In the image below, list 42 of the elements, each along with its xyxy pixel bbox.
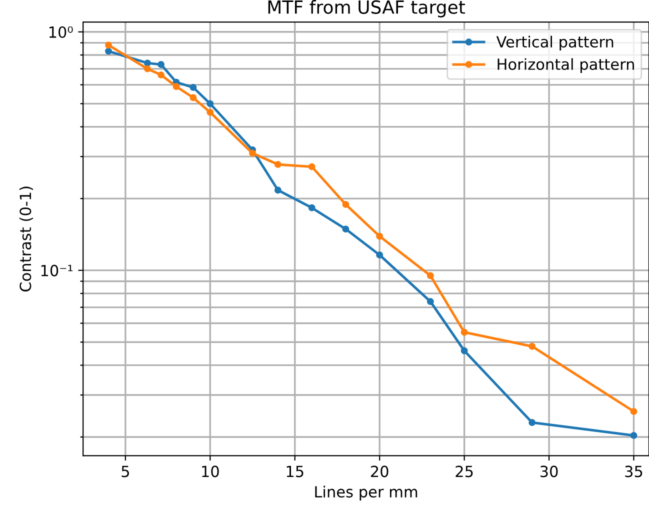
point [105, 42, 112, 49]
y-axis-title: Contrast (0-1) [19, 186, 33, 292]
x-tick-label: 10 [202, 466, 219, 478]
point [144, 65, 151, 72]
point [190, 94, 197, 102]
point [630, 432, 638, 439]
point [308, 204, 316, 212]
x-tick-label: 5 [122, 466, 129, 478]
point [172, 83, 180, 90]
point [460, 328, 468, 336]
point [144, 60, 151, 67]
point [376, 232, 384, 240]
point [528, 419, 536, 426]
x-tick-label: 25 [456, 466, 473, 478]
legend-label: Horizontal pattern [498, 58, 634, 73]
point [426, 272, 434, 280]
point [158, 61, 164, 68]
legend-label: Vertical pattern [496, 36, 614, 51]
chart-title: MTF from USAF target [268, 0, 466, 18]
point [206, 108, 214, 116]
x-tick-label: 20 [370, 466, 388, 478]
point [376, 251, 384, 258]
point [308, 163, 316, 170]
point [249, 150, 256, 157]
x-tick-label: 30 [540, 466, 558, 478]
point [105, 48, 112, 55]
point [190, 84, 197, 91]
point [460, 347, 468, 354]
point [342, 200, 350, 208]
point [274, 160, 282, 168]
point [158, 71, 164, 78]
point [528, 342, 536, 350]
point [630, 408, 638, 415]
point [342, 226, 350, 233]
point [206, 100, 214, 108]
point [426, 298, 434, 305]
x-axis-title: Lines per mm [315, 486, 418, 501]
x-tick-label: 15 [286, 466, 304, 478]
y-tick-label: 10⁰ [49, 26, 73, 38]
y-tick-label: 10⁻¹ [41, 264, 73, 276]
point [274, 186, 282, 194]
x-tick-label: 35 [625, 466, 642, 478]
